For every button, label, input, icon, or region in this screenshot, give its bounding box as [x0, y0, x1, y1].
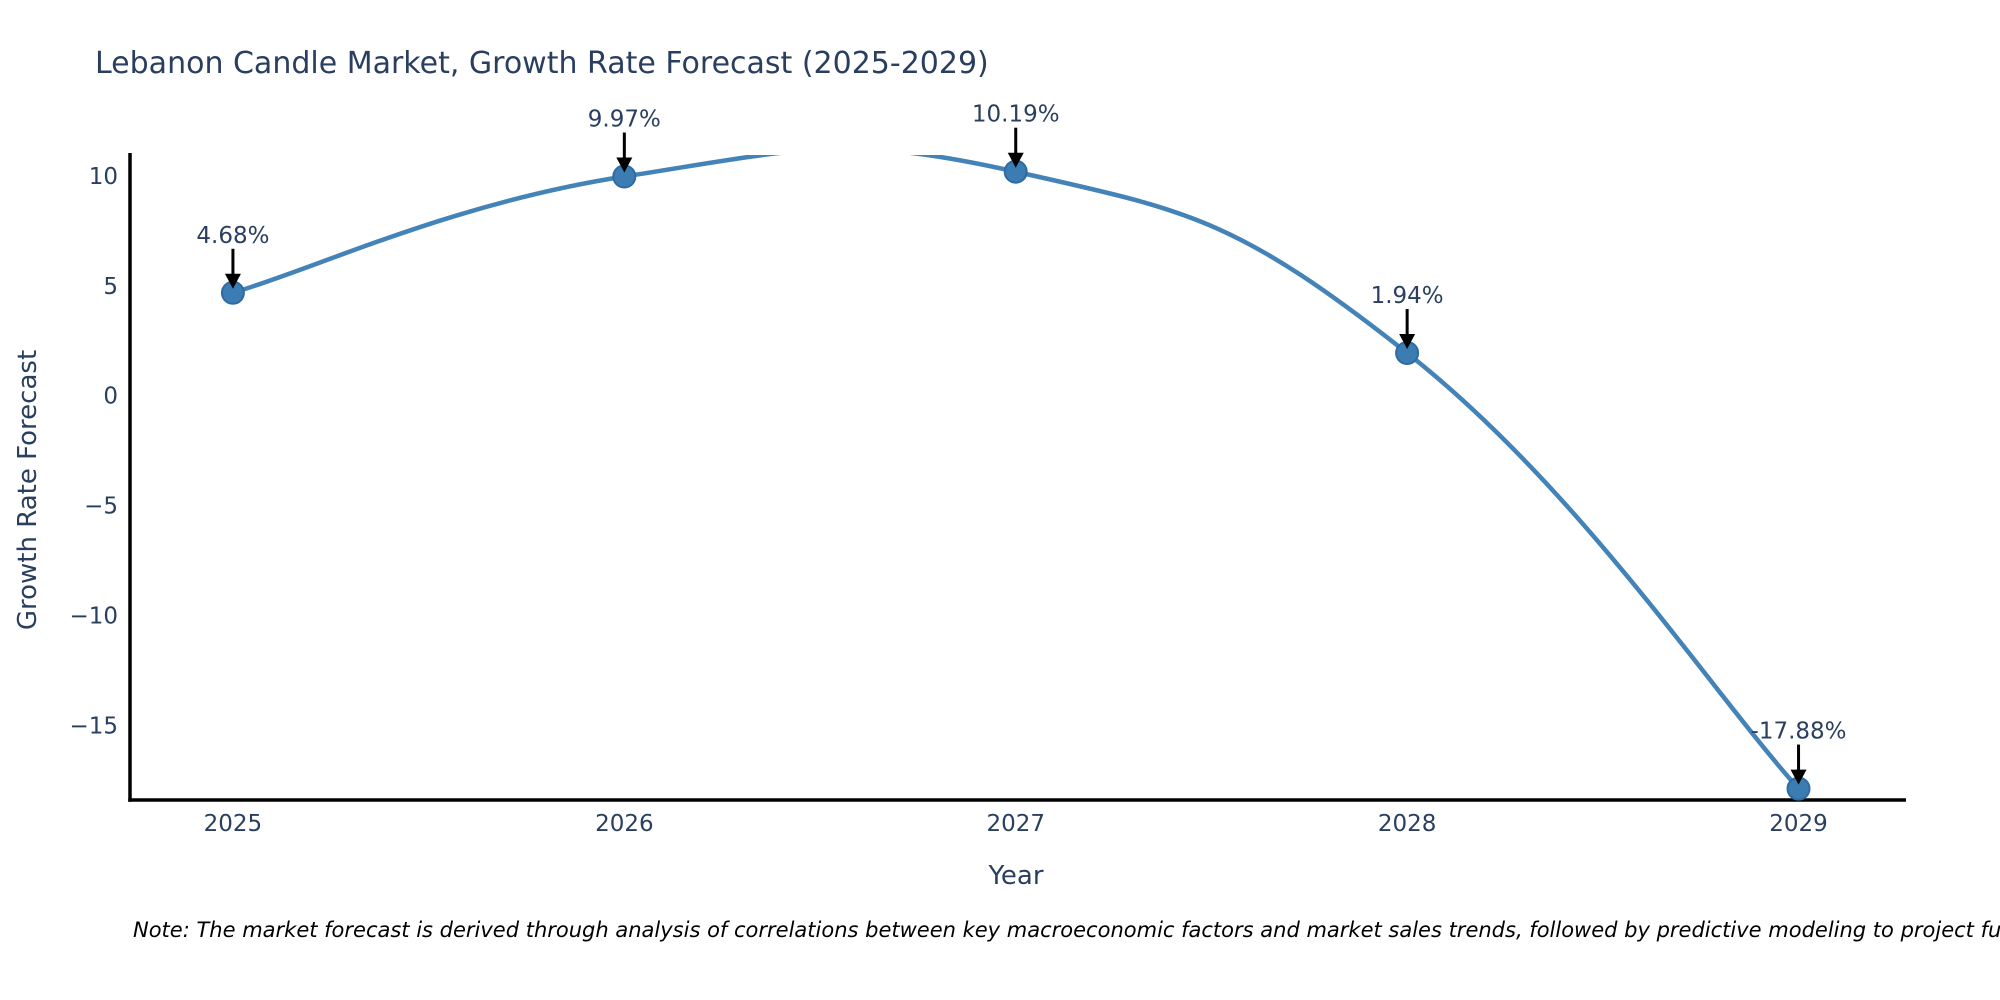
annotation-arrowhead	[1399, 334, 1416, 350]
chart-title: Lebanon Candle Market, Growth Rate Forec…	[95, 46, 989, 81]
annotation-arrowhead	[616, 157, 633, 173]
y-tick-label: 5	[103, 274, 118, 300]
y-tick-label: 0	[103, 384, 118, 410]
annotation-arrowhead	[1790, 769, 1807, 785]
x-tick-label: 2029	[1769, 811, 1828, 837]
annotation-label: 9.97%	[588, 107, 661, 133]
annotation-label: 10.19%	[972, 102, 1060, 128]
x-tick-label: 2028	[1378, 811, 1437, 837]
footnote: Note: The market forecast is derived thr…	[133, 918, 2000, 942]
y-tick-label: −15	[69, 713, 118, 739]
y-tick-label: −10	[69, 603, 118, 629]
x-tick-label: 2026	[595, 811, 654, 837]
annotation-label: -17.88%	[1751, 719, 1847, 745]
annotation-arrowhead	[224, 273, 241, 289]
annotation-arrowhead	[1007, 152, 1024, 168]
x-tick-label: 2027	[986, 811, 1045, 837]
annotation-label: 1.94%	[1371, 283, 1444, 309]
trend-line	[232, 155, 1801, 791]
annotation-label: 4.68%	[196, 223, 269, 249]
x-axis-title: Year	[988, 861, 1044, 891]
y-tick-label: 10	[89, 164, 118, 190]
y-tick-label: −5	[84, 494, 118, 520]
x-tick-label: 2025	[204, 811, 263, 837]
